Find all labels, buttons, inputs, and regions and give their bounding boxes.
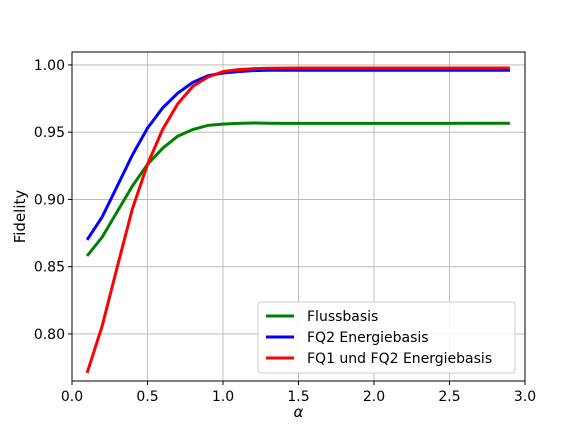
series-line-1	[85, 68, 510, 241]
y-axis-ticks: 0.80 0.85 0.90 0.95 1.00	[34, 58, 72, 343]
x-tick-label: 0.5	[136, 389, 158, 405]
y-tick-label: 0.80	[34, 327, 65, 343]
legend-label: FQ1 und FQ2 Energiebasis	[307, 351, 492, 367]
x-axis-ticks: 0.0 0.5 1.0 1.5 2.0 2.5 3.0	[61, 381, 536, 405]
y-tick-label: 0.95	[34, 125, 65, 141]
y-tick-label: 0.85	[34, 260, 65, 276]
grid	[71, 52, 526, 381]
series-line-0	[85, 121, 510, 257]
y-axis-label: Fidelity	[11, 190, 29, 244]
x-tick-label: 1.0	[212, 389, 234, 405]
x-tick-label: 3.0	[514, 389, 536, 405]
x-tick-label: 1.5	[287, 389, 309, 405]
x-tick-label: 2.0	[363, 389, 385, 405]
series-lines	[85, 66, 510, 374]
x-tick-label: 2.5	[438, 389, 460, 405]
legend-label: FQ2 Energiebasis	[307, 330, 429, 346]
legend-label: Flussbasis	[307, 309, 378, 325]
y-tick-label: 1.00	[34, 58, 65, 74]
y-tick-label: 0.90	[34, 192, 65, 208]
series-line-2	[85, 66, 510, 374]
x-axis-label: α	[294, 403, 304, 421]
legend: Flussbasis FQ2 Energiebasis FQ1 und FQ2 En…	[257, 301, 516, 374]
x-tick-label: 0.0	[61, 389, 83, 405]
legend-box	[257, 301, 516, 374]
